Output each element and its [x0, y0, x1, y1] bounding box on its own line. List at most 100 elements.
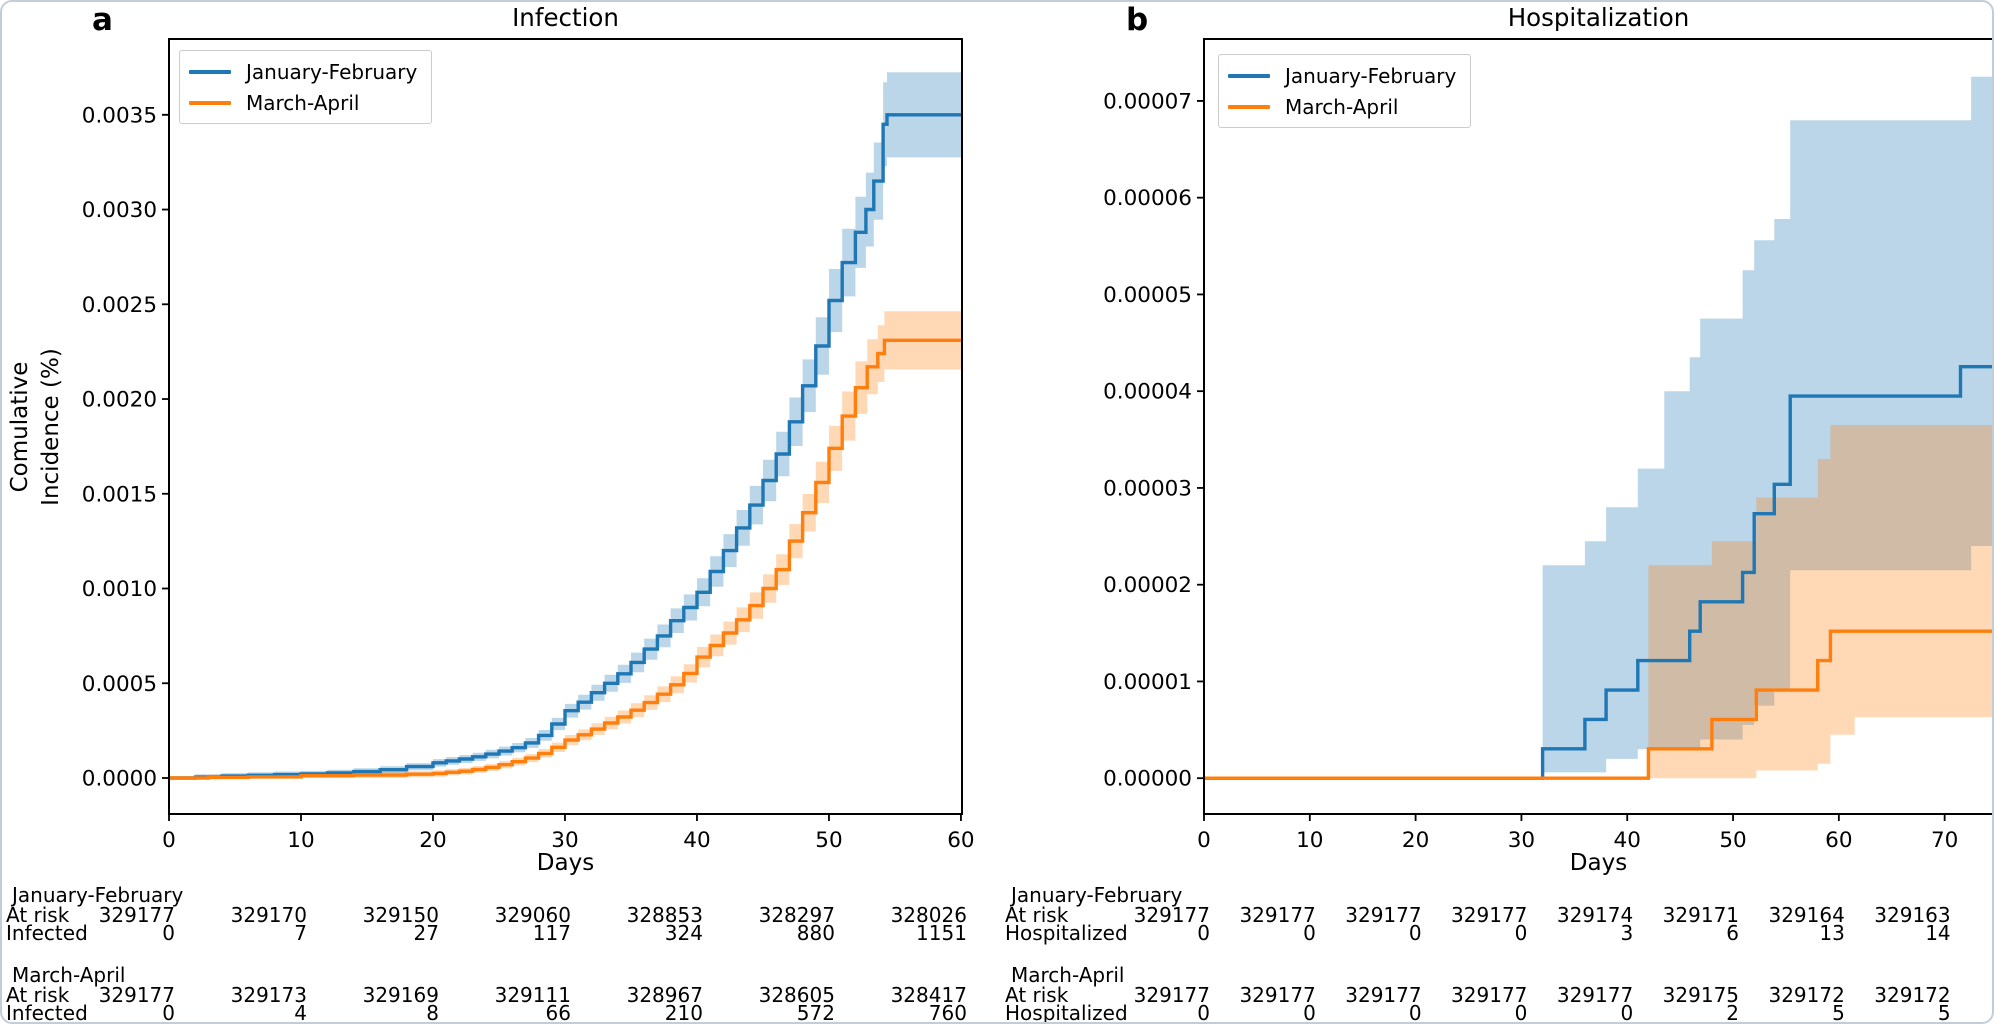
- y-tick-label: 0.0015: [82, 482, 157, 507]
- legend-label: January-February: [1285, 63, 1457, 88]
- x-tick-label: 0: [162, 828, 176, 853]
- risk-table-row-label: At risk: [1005, 983, 1069, 1007]
- risk-table-value: 324: [665, 921, 703, 945]
- legend-item-january-february: January-February: [1228, 60, 1456, 91]
- risk-table-value: 117: [533, 921, 571, 945]
- risk-table-value: 328967: [627, 983, 703, 1007]
- panel-b-title: Hospitalization: [1507, 3, 1690, 32]
- risk-table-value: 328026: [891, 903, 967, 927]
- risk-table-group-name: March-April: [1011, 963, 1124, 987]
- risk-table-value: 329111: [495, 983, 571, 1007]
- legend-label: March-April: [1285, 94, 1399, 119]
- panel-b-letter: b: [1126, 2, 1149, 38]
- risk-table-value: 8: [426, 1001, 439, 1024]
- y-tick-label: 0.00005: [1103, 283, 1192, 308]
- series-line-january-february: [169, 113, 962, 780]
- legend-line-swatch-blue: [1228, 73, 1270, 78]
- x-tick-label: 20: [419, 828, 446, 853]
- x-tick-label: 40: [683, 828, 710, 853]
- y-tick-label: 0.0020: [82, 388, 157, 413]
- risk-table-value: 0: [162, 1001, 175, 1024]
- risk-table-value: 329164: [1768, 903, 1844, 927]
- risk-table-value: 572: [797, 1001, 835, 1024]
- risk-table-value: 329177: [1239, 983, 1315, 1007]
- panel-a-ylabel: Comulative Incidence (%): [5, 296, 69, 558]
- panel-b-xlabel: Days: [1569, 850, 1628, 876]
- risk-table-value: 329177: [1345, 983, 1421, 1007]
- risk-table-row-label: Infected: [6, 921, 88, 945]
- x-tick-label: 30: [1508, 828, 1535, 853]
- risk-table-value: 329173: [231, 983, 307, 1007]
- y-tick-label: 0.0000: [82, 766, 157, 791]
- panel-a-title: Infection: [512, 3, 619, 32]
- risk-table-value: 14: [1925, 921, 1950, 945]
- risk-table-value: 3: [1620, 921, 1633, 945]
- risk-table-value: 329172: [1874, 983, 1950, 1007]
- x-tick-label: 30: [551, 828, 578, 853]
- risk-table-value: 328297: [759, 903, 835, 927]
- risk-table-value: 2: [1726, 1001, 1739, 1024]
- x-tick-label: 10: [1296, 828, 1323, 853]
- legend-item-january-february: January-February: [189, 56, 417, 87]
- x-tick-label: 60: [947, 828, 974, 853]
- risk-table-row-label: Infected: [6, 1001, 88, 1024]
- risk-table-value: 329169: [363, 983, 439, 1007]
- risk-table-value: 328417: [891, 983, 967, 1007]
- risk-table-value: 329177: [1239, 903, 1315, 927]
- risk-table-value: 329060: [495, 903, 571, 927]
- risk-table-value: 7: [294, 921, 307, 945]
- risk-table-value: 329174: [1557, 903, 1633, 927]
- risk-table-value: 880: [797, 921, 835, 945]
- legend-item-march-april: March-April: [1228, 91, 1456, 122]
- y-tick-label: 0.00001: [1103, 670, 1192, 695]
- risk-table-row-label: At risk: [6, 903, 70, 927]
- risk-table-value: 1151: [916, 921, 967, 945]
- risk-table-row-label: Hospitalized: [1005, 1001, 1128, 1024]
- risk-table-value: 329175: [1663, 983, 1739, 1007]
- risk-table-value: 329172: [1768, 983, 1844, 1007]
- y-tick-label: 0.00007: [1103, 89, 1192, 114]
- series-line-march-april: [1204, 629, 1992, 780]
- panel-b-legend: January-February March-April: [1218, 54, 1472, 128]
- risk-table-group-name: January-February: [10, 883, 183, 907]
- y-tick-label: 0.00006: [1103, 186, 1192, 211]
- y-tick-label: 0.0005: [82, 672, 157, 697]
- risk-table-value: 5: [1938, 1001, 1951, 1024]
- risk-table-value: 329150: [363, 903, 439, 927]
- risk-table-value: 329177: [1345, 903, 1421, 927]
- panel-a-legend: January-February March-April: [179, 50, 433, 124]
- y-tick-label: 0.00000: [1103, 767, 1192, 792]
- risk-table-value: 27: [414, 921, 439, 945]
- legend-line-swatch-orange: [189, 100, 231, 105]
- risk-table-value: 0: [1409, 1001, 1422, 1024]
- risk-table-value: 66: [546, 1001, 571, 1024]
- axes-spines: [1203, 38, 1992, 815]
- ylabel-line1: Comulative: [7, 361, 33, 493]
- legend-line-swatch-blue: [189, 69, 231, 74]
- y-tick-label: 0.0030: [82, 198, 157, 223]
- risk-table-row-label: Hospitalized: [1005, 921, 1128, 945]
- risk-table-value: 4: [294, 1001, 307, 1024]
- x-tick-label: 70: [1931, 828, 1958, 853]
- panel-a-chart: 0 10 20 30 40 50 600.00000.00050.00100.00150.0…: [6, 38, 975, 1024]
- risk-table-value: 0: [1197, 921, 1210, 945]
- x-tick-label: 50: [815, 828, 842, 853]
- series-line-january-february: [1204, 365, 1992, 780]
- risk-table-value: 6: [1726, 921, 1739, 945]
- risk-table-value: 0: [1409, 921, 1422, 945]
- risk-table-value: 329177: [1134, 903, 1210, 927]
- risk-table-value: 329177: [99, 903, 175, 927]
- ci-band-march-april: [169, 311, 962, 778]
- panel-a-xlabel: Days: [536, 850, 595, 876]
- series-line-march-april: [169, 338, 962, 780]
- risk-table-value: 328853: [627, 903, 703, 927]
- risk-table-group-name: January-February: [1009, 883, 1182, 907]
- x-tick-label: 0: [1197, 828, 1211, 853]
- risk-table-value: 0: [1303, 921, 1316, 945]
- legend-line-swatch-orange: [1228, 104, 1270, 109]
- risk-table-value: 13: [1819, 921, 1844, 945]
- x-tick-label: 50: [1719, 828, 1746, 853]
- risk-table-value: 0: [1620, 1001, 1633, 1024]
- y-tick-label: 0.0010: [82, 577, 157, 602]
